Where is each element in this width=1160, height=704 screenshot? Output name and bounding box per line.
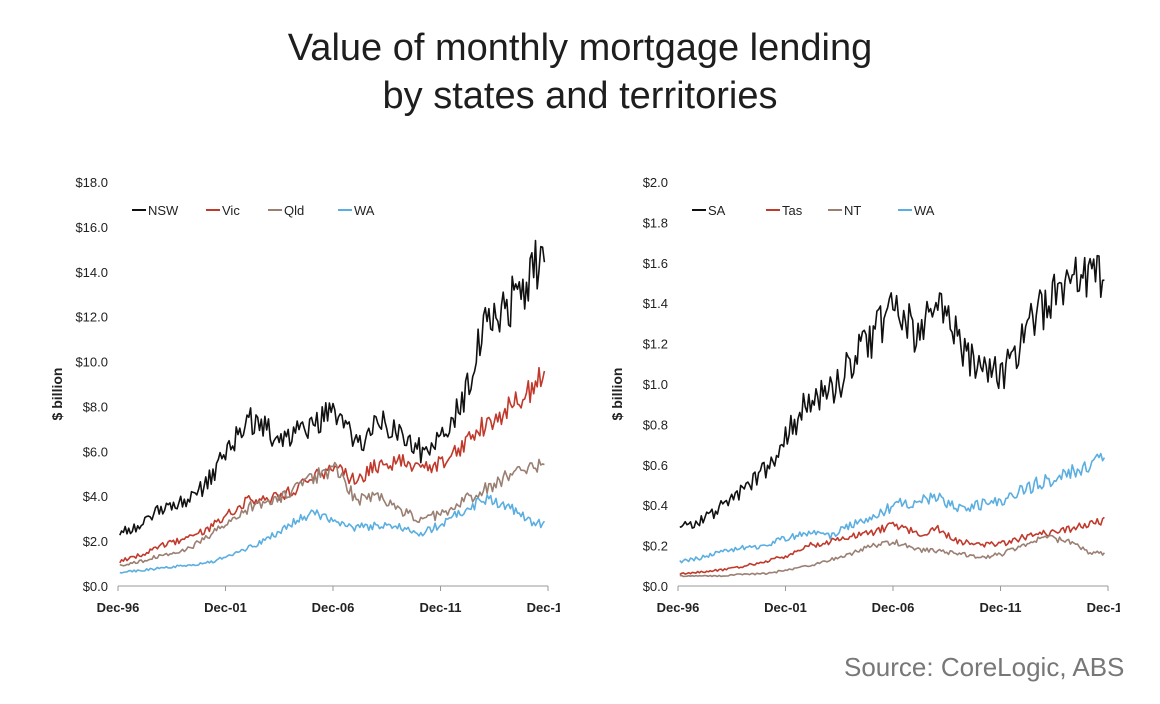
y-tick-label: $0.0 xyxy=(643,579,668,594)
x-tick-label: Dec-01 xyxy=(204,600,247,615)
x-tick-label: Dec-16 xyxy=(527,600,560,615)
legend-label: Vic xyxy=(222,203,240,218)
y-tick-label: $16.0 xyxy=(75,220,108,235)
series-line-nt xyxy=(679,534,1106,578)
x-tick-label: Dec-11 xyxy=(980,600,1022,615)
series-line-wa xyxy=(119,493,546,574)
y-tick-label: $0.6 xyxy=(643,458,668,473)
legend-label: WA xyxy=(914,203,935,218)
y-tick-label: $0.8 xyxy=(643,417,668,432)
series-line-sa xyxy=(679,254,1105,529)
y-tick-label: $18.0 xyxy=(75,175,108,190)
title-line-2: by states and territories xyxy=(382,75,778,117)
x-tick-label: Dec-06 xyxy=(872,600,915,615)
legend-label: WA xyxy=(354,203,375,218)
y-tick-label: $8.0 xyxy=(83,399,108,414)
right-chart: $0.0 $0.2 $0.4 $0.6 $0.8 $1.0 $1.2 $1.4 $1.6 $1.8… xyxy=(609,175,1120,615)
y-tick-label: $10.0 xyxy=(75,355,108,370)
x-tick-label: Dec-11 xyxy=(420,600,462,615)
source-note: Source: CoreLogic, ABS xyxy=(844,652,1125,682)
y-tick-label: $12.0 xyxy=(75,310,108,325)
y-tick-label: $2.0 xyxy=(83,534,108,549)
y-tick-label: $1.8 xyxy=(643,215,668,230)
x-tick-label: Dec-06 xyxy=(312,600,355,615)
y-tick-label: $2.0 xyxy=(643,175,668,190)
y-tick-label: $1.6 xyxy=(643,256,668,271)
x-tick-label: Dec-96 xyxy=(657,600,700,615)
legend-label: Tas xyxy=(782,203,803,218)
legend-label: Qld xyxy=(284,203,304,218)
series-line-wa xyxy=(679,452,1106,564)
y-tick-label: $0.0 xyxy=(83,579,108,594)
y-tick-label: $1.4 xyxy=(643,296,668,311)
y-tick-label: $0.4 xyxy=(643,498,668,513)
y-axis-label: $ billion xyxy=(49,368,65,421)
legend-label: NT xyxy=(844,203,861,218)
y-tick-label: $6.0 xyxy=(83,444,108,459)
y-tick-label: $1.2 xyxy=(643,337,668,352)
x-tick-label: Dec-16 xyxy=(1087,600,1120,615)
series-line-tas xyxy=(679,516,1105,576)
y-tick-label: $1.0 xyxy=(643,377,668,392)
left-chart: $0.0 $2.0 $4.0 $6.0 $8.0 $10.0 $12.0 $14.0 $16.0… xyxy=(49,175,560,615)
chart-title: Value of monthly mortgage lending by sta… xyxy=(0,24,1160,120)
legend-label: NSW xyxy=(148,203,179,218)
x-tick-label: Dec-96 xyxy=(97,600,140,615)
series-line-qld xyxy=(119,458,545,567)
x-tick-label: Dec-01 xyxy=(764,600,807,615)
y-tick-label: $14.0 xyxy=(75,265,108,280)
y-axis-label: $ billion xyxy=(609,368,625,421)
y-tick-label: $0.2 xyxy=(643,539,668,554)
legend-label: SA xyxy=(708,203,726,218)
series-line-vic xyxy=(119,366,546,564)
y-tick-label: $4.0 xyxy=(83,489,108,504)
series-line-nsw xyxy=(119,239,546,536)
title-line-1: Value of monthly mortgage lending xyxy=(287,27,873,69)
